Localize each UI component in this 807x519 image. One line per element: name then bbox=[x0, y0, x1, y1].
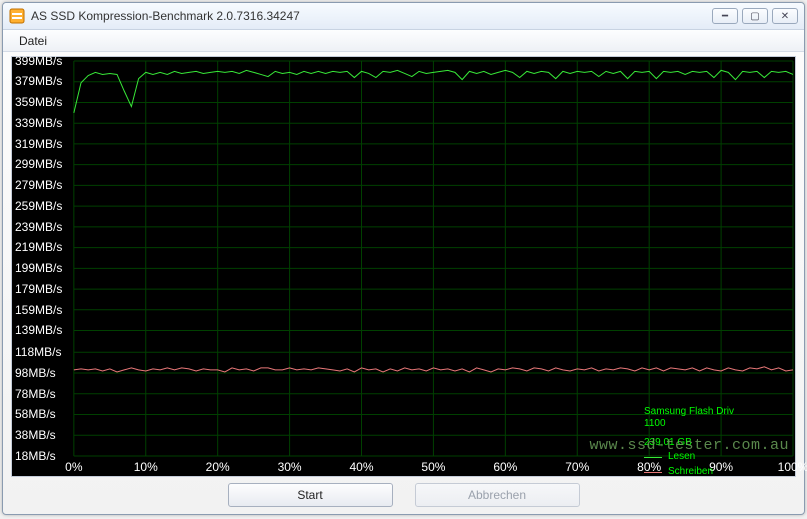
abort-button[interactable]: Abbrechen bbox=[415, 483, 580, 507]
legend-write-label: Schreiben bbox=[668, 466, 713, 479]
button-bar: Start Abbrechen bbox=[3, 479, 804, 514]
titlebar[interactable]: AS SSD Kompression-Benchmark 2.0.7316.34… bbox=[3, 3, 804, 30]
legend-swatch-write bbox=[644, 472, 662, 473]
start-button[interactable]: Start bbox=[228, 483, 393, 507]
legend-swatch-read bbox=[644, 457, 662, 458]
chart-area: 399MB/s379MB/s359MB/s339MB/s319MB/s299MB… bbox=[11, 56, 796, 477]
device-firmware: 1100 bbox=[644, 418, 791, 431]
device-name: Samsung Flash Driv bbox=[644, 406, 791, 419]
window-control-group: ━ ▢ ✕ bbox=[712, 8, 798, 24]
maximize-button[interactable]: ▢ bbox=[742, 8, 768, 24]
watermark: www.ssd-tester.com.au bbox=[589, 437, 789, 454]
legend-write: Schreiben bbox=[644, 466, 791, 479]
close-button[interactable]: ✕ bbox=[772, 8, 798, 24]
window-title: AS SSD Kompression-Benchmark 2.0.7316.34… bbox=[31, 9, 712, 23]
minimize-button[interactable]: ━ bbox=[712, 8, 738, 24]
app-window: AS SSD Kompression-Benchmark 2.0.7316.34… bbox=[2, 2, 805, 515]
app-icon bbox=[9, 8, 25, 24]
menubar: Datei bbox=[3, 30, 804, 51]
menu-file[interactable]: Datei bbox=[13, 32, 53, 50]
